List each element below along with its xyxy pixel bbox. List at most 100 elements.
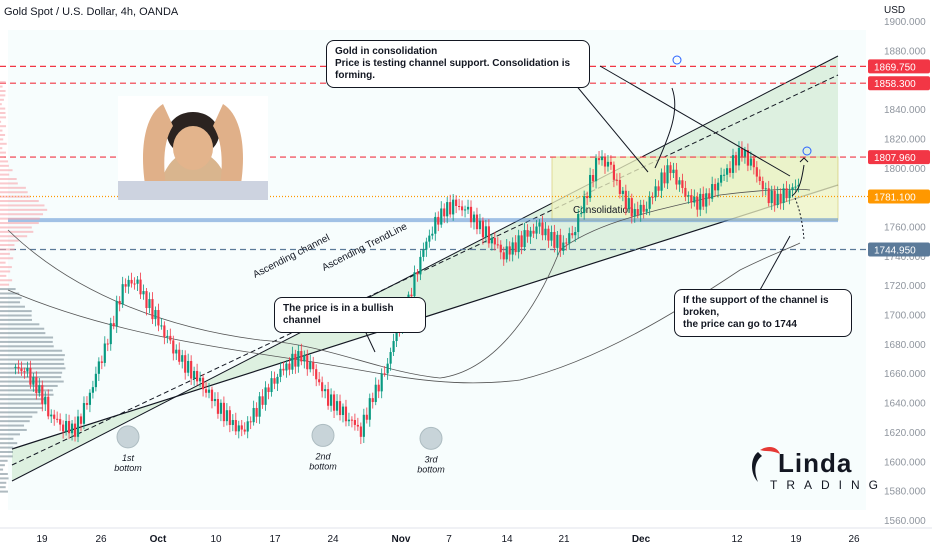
candle-body xyxy=(485,226,487,237)
candle-body xyxy=(282,369,284,371)
candle-body xyxy=(148,299,150,308)
candle-body xyxy=(50,415,52,417)
candle-body xyxy=(154,310,156,319)
candle-body xyxy=(92,387,94,393)
candle-body xyxy=(393,341,395,352)
candle-body xyxy=(306,355,308,369)
candle-body xyxy=(678,180,680,184)
volume-profile-bar xyxy=(0,337,53,339)
volume-profile-bar xyxy=(0,156,4,158)
candle-body xyxy=(741,148,743,156)
candle-body xyxy=(619,180,621,194)
volume-profile-bar xyxy=(0,407,43,409)
candle-body xyxy=(553,232,555,248)
candle-body xyxy=(506,246,508,259)
logo-name: Linda xyxy=(778,448,852,479)
candle-body xyxy=(684,188,686,197)
candle-body xyxy=(62,425,64,432)
candle-body xyxy=(777,194,779,205)
volume-profile-bar xyxy=(0,226,32,228)
candle-body xyxy=(497,244,499,245)
candle-body xyxy=(235,420,237,431)
volume-profile-bar xyxy=(0,125,6,127)
candle-body xyxy=(500,245,502,253)
candle-body xyxy=(86,403,88,405)
candle-body xyxy=(175,350,177,354)
candle-body xyxy=(425,242,427,250)
candle-body xyxy=(416,272,418,274)
volume-profile-bar xyxy=(0,420,30,422)
volume-profile-bar xyxy=(0,222,39,224)
candle-body xyxy=(473,215,475,223)
support-band xyxy=(8,218,838,222)
candle-body xyxy=(547,229,549,241)
candle-body xyxy=(342,407,344,415)
candle-body xyxy=(732,155,734,173)
volume-profile-bar xyxy=(0,491,8,493)
candle-body xyxy=(711,184,713,199)
candle-body xyxy=(315,369,317,379)
candle-body xyxy=(541,222,543,235)
candle-body xyxy=(657,186,659,190)
candle-body xyxy=(68,421,70,433)
candle-body xyxy=(440,208,442,224)
candle-body xyxy=(270,378,272,392)
candle-body xyxy=(589,175,591,198)
candle-body xyxy=(101,361,103,362)
candle-body xyxy=(744,150,746,156)
candle-body xyxy=(262,396,264,405)
candle-body xyxy=(750,158,752,165)
candle-body xyxy=(702,194,704,207)
candle-body xyxy=(17,367,19,369)
volume-profile-bar xyxy=(0,275,6,277)
candle-body xyxy=(133,283,135,284)
candle-body xyxy=(35,377,37,393)
candle-body xyxy=(363,415,365,437)
candle-body xyxy=(357,425,359,427)
candle-body xyxy=(56,419,58,420)
candle-body xyxy=(136,280,138,284)
candle-body xyxy=(494,238,496,244)
x-tick-label: 7 xyxy=(446,534,452,545)
candle-body xyxy=(142,291,144,294)
y-tick-label: 1620.000 xyxy=(884,428,926,439)
candle-body xyxy=(226,410,228,421)
candle-body xyxy=(44,397,46,405)
chart-title: Gold Spot / U.S. Dollar, 4h, OANDA xyxy=(4,6,178,18)
candle-body xyxy=(32,377,34,385)
candle-body xyxy=(119,301,121,304)
candle-body xyxy=(509,246,511,254)
candle-body xyxy=(339,401,341,415)
candle-body xyxy=(696,197,698,210)
candle-body xyxy=(717,183,719,191)
candle-body xyxy=(422,250,424,257)
candle-body xyxy=(675,170,677,185)
candle-body xyxy=(669,165,671,173)
candle-body xyxy=(288,364,290,370)
x-tick-label: 26 xyxy=(848,534,860,545)
volume-profile-bar xyxy=(0,81,6,83)
candle-body xyxy=(89,393,91,405)
candle-body xyxy=(348,420,350,422)
candle-body xyxy=(446,202,448,216)
bottom-label-1: 1st xyxy=(122,453,135,463)
candle-body xyxy=(291,354,293,370)
volume-profile-bar xyxy=(0,182,18,184)
candle-body xyxy=(428,236,430,242)
candle-body xyxy=(562,243,564,251)
candle-body xyxy=(687,195,689,196)
volume-profile-bar xyxy=(0,209,47,211)
volume-profile-bar xyxy=(0,477,9,479)
candle-body xyxy=(604,157,606,167)
candle-body xyxy=(577,214,579,232)
candle-body xyxy=(774,191,776,205)
volume-profile-bar xyxy=(0,367,65,369)
volume-profile-bar xyxy=(0,385,58,387)
candle-body xyxy=(538,222,540,226)
candle-body xyxy=(199,378,201,382)
candle-body xyxy=(279,369,281,377)
volume-profile-bar xyxy=(0,411,37,413)
candle-body xyxy=(214,399,216,401)
candle-body xyxy=(276,377,278,384)
candle-body xyxy=(294,354,296,367)
